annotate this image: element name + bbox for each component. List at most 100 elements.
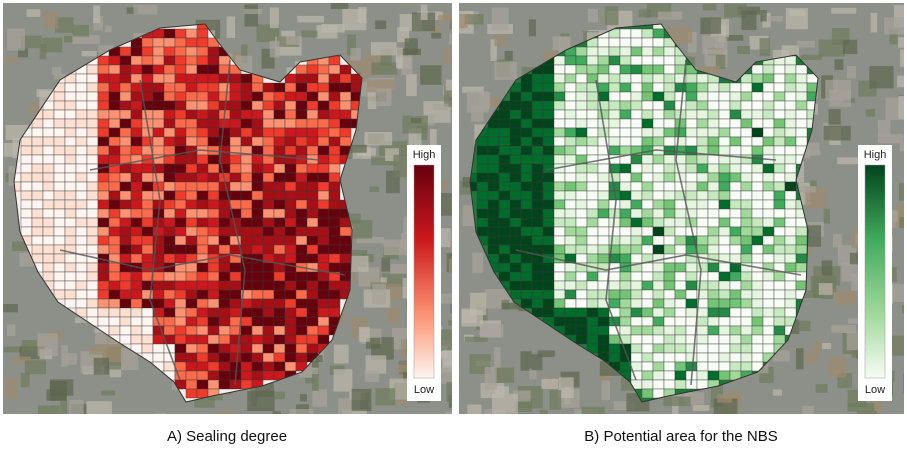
parcel [619, 217, 632, 228]
parcel [762, 118, 775, 129]
parcel [487, 172, 500, 183]
parcel [597, 226, 610, 237]
parcel [284, 343, 297, 354]
parcel [130, 55, 143, 66]
parcel [608, 109, 621, 120]
parcel [119, 181, 132, 192]
parcel [108, 289, 121, 300]
parcel [773, 280, 786, 291]
parcel [273, 100, 286, 111]
parcel [553, 127, 566, 138]
parcel [240, 271, 253, 282]
terrain-patch [851, 350, 863, 358]
parcel [251, 298, 264, 309]
parcel [564, 316, 577, 327]
terrain-patch [700, 66, 721, 73]
parcel [795, 226, 808, 237]
parcel [487, 154, 500, 165]
parcel [262, 289, 275, 300]
parcel [751, 100, 764, 111]
parcel [630, 163, 643, 174]
parcel [597, 325, 610, 336]
parcel [564, 181, 577, 192]
parcel [707, 298, 720, 309]
road [515, 249, 802, 276]
parcel [652, 163, 665, 174]
parcel [295, 271, 308, 282]
parcel [630, 100, 643, 111]
parcel [762, 91, 775, 102]
parcel [509, 262, 522, 273]
parcel [553, 145, 566, 156]
parcel [174, 154, 187, 165]
parcel [218, 343, 231, 354]
parcel [564, 235, 577, 246]
parcel [553, 154, 566, 165]
parcel [251, 271, 264, 282]
parcel [718, 235, 731, 246]
parcel [53, 127, 66, 138]
parcel [553, 91, 566, 102]
parcel [487, 190, 500, 201]
parcel [597, 109, 610, 120]
parcel [762, 208, 775, 219]
legend-high: High [413, 149, 436, 161]
parcel [696, 307, 709, 318]
parcel [86, 199, 99, 210]
parcel [707, 361, 720, 372]
parcel [641, 136, 654, 147]
parcel [608, 145, 621, 156]
parcel [696, 235, 709, 246]
parcel [75, 244, 88, 255]
parcel [97, 127, 110, 138]
parcel [597, 46, 610, 57]
parcel [718, 82, 731, 93]
parcel [328, 73, 341, 84]
parcel [251, 325, 264, 336]
parcel [328, 145, 341, 156]
parcel [685, 190, 698, 201]
parcel [685, 118, 698, 129]
parcel [740, 163, 753, 174]
parcel [229, 316, 242, 327]
parcel [520, 145, 533, 156]
parcel [328, 181, 341, 192]
parcel [619, 289, 632, 300]
terrain-patch [899, 142, 904, 152]
parcel [685, 109, 698, 120]
parcel [53, 136, 66, 147]
parcel [762, 145, 775, 156]
parcel [773, 325, 786, 336]
parcel [218, 370, 231, 381]
parcel [641, 172, 654, 183]
parcel [86, 217, 99, 228]
parcel [86, 208, 99, 219]
parcel [663, 289, 676, 300]
parcel [652, 172, 665, 183]
terrain-patch [133, 4, 158, 15]
parcel [207, 154, 220, 165]
parcel [328, 217, 341, 228]
parcel [575, 109, 588, 120]
parcel [273, 352, 286, 363]
parcel [751, 289, 764, 300]
parcel [295, 316, 308, 327]
parcel [520, 82, 533, 93]
parcel [553, 118, 566, 129]
parcel [542, 82, 555, 93]
parcel [108, 280, 121, 291]
parcel [652, 262, 665, 273]
parcel [619, 307, 632, 318]
parcel [207, 226, 220, 237]
parcel [509, 271, 522, 282]
parcel [729, 127, 742, 138]
parcel [163, 199, 176, 210]
parcel [185, 154, 198, 165]
parcel [163, 235, 176, 246]
parcel [207, 208, 220, 219]
parcel [273, 361, 286, 372]
parcel [207, 181, 220, 192]
terrain-patch [870, 12, 878, 33]
parcel [718, 100, 731, 111]
terrain-patch [877, 134, 904, 144]
